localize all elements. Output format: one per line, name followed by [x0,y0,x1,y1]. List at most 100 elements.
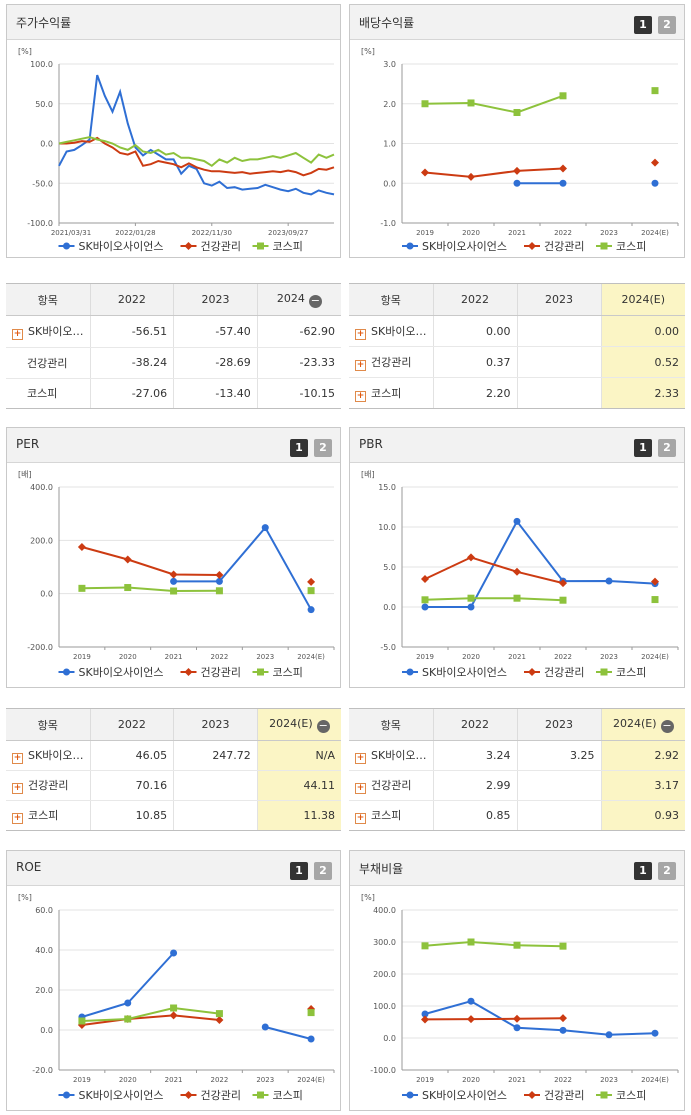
dividend-yield-table: 항목 2022 2023 2024(E) + SK바이오… 0.00 0.00 +… [349,283,685,409]
data-point [257,1091,264,1099]
table-cell: 70.16 [90,770,175,802]
data-point [651,158,659,167]
row-name: 건강관리 [28,779,69,793]
series-line [59,136,335,177]
data-point [184,1091,193,1099]
legend-item: 건강관리 [524,240,584,253]
row-name-cell[interactable]: + 코스피 [349,800,434,830]
data-point [307,587,315,595]
view-2-button[interactable]: 2 [314,439,332,457]
y-tick-label: 3.0 [383,60,396,69]
col-header-2023: 2023 [517,709,602,741]
x-tick-label: 2023 [600,229,618,237]
legend-item: 코스피 [252,666,303,679]
expand-plus-icon[interactable]: + [355,359,366,371]
col-header-2022: 2022 [90,284,175,316]
panel-header: 주가수익률 [7,5,340,40]
series-line [425,519,656,608]
collapse-minus-icon[interactable]: − [316,718,330,733]
x-tick-label: 2021 [165,1076,183,1084]
expand-plus-icon[interactable]: + [12,329,23,341]
legend-item: SK바이오사이언스 [402,666,507,679]
legend-item: 코스피 [252,1089,303,1102]
series-circle [78,949,315,1043]
legend-label: 코스피 [616,666,646,679]
table-row: + 코스피 10.85 11.38 [6,800,341,830]
row-name-cell[interactable]: + SK바이오… [349,315,434,348]
table-cell: 0.00 [433,315,518,348]
x-tick-label: 2024(E) [641,229,669,237]
expand-plus-icon[interactable]: + [355,813,366,825]
view-1-button[interactable]: 1 [290,862,308,880]
series-line [58,74,335,196]
row-name-cell[interactable]: + 건강관리 [6,770,91,802]
row-name-cell[interactable]: + SK바이오… [6,315,91,349]
expand-plus-icon[interactable]: + [355,753,366,765]
data-point [307,1009,315,1017]
view-1-button[interactable]: 1 [634,16,652,34]
row-name-cell[interactable]: + 건강관리 [349,770,434,802]
view-1-button[interactable]: 1 [634,439,652,457]
series-line [424,940,564,948]
unit-label: [%] [361,47,375,56]
per-table: 항목 2022 2023 2024(E) − + SK바이오… 46.05 247.… [6,708,341,831]
expand-plus-icon[interactable]: + [12,813,23,825]
row-name-cell[interactable]: + SK바이오… [349,740,434,772]
collapse-minus-icon[interactable]: − [308,293,322,308]
row-name: 건강관리 [371,355,412,369]
data-point [651,87,659,95]
col-header-2024e: 2024(E) − [601,709,685,741]
row-name-cell[interactable]: + 코스피 [349,377,434,408]
series-square [78,1004,315,1025]
series-diamond [59,136,335,177]
series-line [424,94,564,114]
y-tick-label: -5.0 [380,643,396,652]
x-tick-label: 2019 [416,1076,434,1084]
row-name-cell[interactable]: + 코스피 [6,800,91,830]
x-tick-label: 2022 [211,653,229,661]
series-line [424,1017,564,1021]
expand-plus-icon[interactable]: + [12,783,23,795]
y-tick-label: 10.0 [378,523,396,532]
view-2-button[interactable]: 2 [314,862,332,880]
panel-title: 배당수익률 [359,16,415,30]
table-cell [173,770,258,802]
table-cell: -56.51 [90,315,175,349]
row-name-cell[interactable]: + 건강관리 [349,346,434,379]
view-1-button[interactable]: 1 [290,439,308,457]
table-header-row: 항목 2022 2023 2024(E) [349,284,685,316]
series-diamond [421,1014,567,1024]
col-header-item: 항목 [6,284,91,316]
series-square [421,87,659,116]
data-point [63,668,70,676]
table-cell: 3.25 [517,740,602,772]
data-point [184,668,193,676]
table-row: + 건강관리 2.99 3.17 [349,770,685,802]
series-line [81,1006,220,1022]
col-header-2022: 2022 [90,709,175,741]
row-name-cell[interactable]: + SK바이오… [6,740,91,772]
col-header-2024e-label: 2024(E) [269,716,313,730]
y-tick-label: 0.0 [383,1034,396,1043]
expand-plus-icon[interactable]: + [12,753,23,765]
panel-title: 부채비율 [359,862,404,876]
expand-plus-icon[interactable]: + [355,328,366,340]
panel-title: PER [16,437,40,451]
view-2-button[interactable]: 2 [658,439,676,457]
view-1-button[interactable]: 1 [634,862,652,880]
expand-plus-icon[interactable]: + [355,783,366,795]
series-circle [58,74,335,196]
table-cell [517,315,602,348]
legend-label: SK바이오사이언스 [79,240,164,253]
table-cell: 46.05 [90,740,175,772]
table-cell: 0.85 [433,800,518,830]
view-2-button[interactable]: 2 [658,16,676,34]
expand-plus-icon[interactable]: + [355,390,366,402]
y-tick-label: 0.0 [383,179,396,188]
row-name: 건강관리 [27,356,68,370]
collapse-minus-icon[interactable]: − [660,718,674,733]
col-header-item: 항목 [349,709,434,741]
view-2-button[interactable]: 2 [658,862,676,880]
